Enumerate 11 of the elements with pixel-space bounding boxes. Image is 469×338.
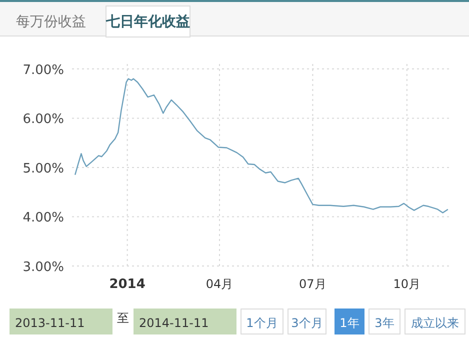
controls: 2013-11-11 至 2014-11-11 1个月 3个月 1年 3年 成立以来 (10, 308, 466, 334)
y-tick-label: 7.00% (22, 62, 64, 78)
y-tick-label: 3.00% (22, 260, 64, 275)
x-tick-label: 10月 (393, 277, 421, 291)
y-tick-label: 4.00% (22, 210, 64, 226)
x-tick-label: 07月 (299, 277, 326, 291)
y-tick-label: 6.00% (22, 112, 64, 128)
y-tick-label: 5.00% (22, 161, 64, 176)
tabs: 每万份收益 七日年化收益 (0, 0, 469, 38)
x-tick-label: 2014 (109, 277, 146, 292)
x-tick-label: 04月 (206, 277, 234, 291)
